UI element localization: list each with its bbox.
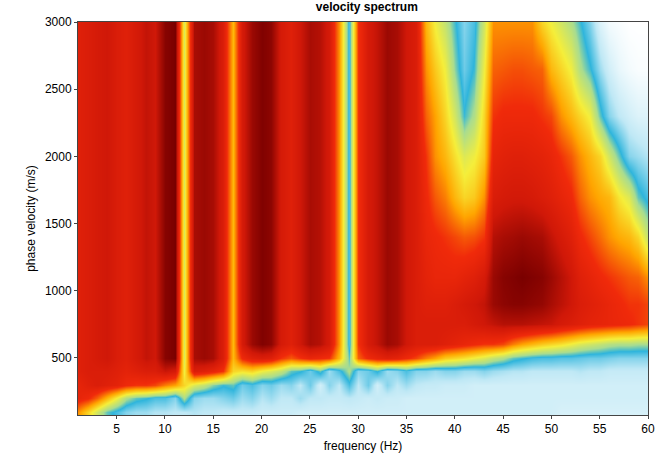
svg-text:1000: 1000	[45, 284, 72, 298]
svg-text:35: 35	[400, 422, 414, 436]
svg-text:1500: 1500	[45, 217, 72, 231]
svg-text:50: 50	[545, 422, 559, 436]
svg-text:velocity spectrum: velocity spectrum	[316, 0, 418, 14]
svg-text:frequency (Hz): frequency (Hz)	[324, 439, 403, 453]
svg-text:20: 20	[255, 422, 269, 436]
svg-text:45: 45	[496, 422, 510, 436]
svg-text:60: 60	[641, 422, 655, 436]
svg-text:2000: 2000	[45, 150, 72, 164]
svg-text:phase velocity (m/s): phase velocity (m/s)	[24, 165, 38, 272]
svg-text:25: 25	[303, 422, 317, 436]
svg-text:30: 30	[351, 422, 365, 436]
svg-text:40: 40	[448, 422, 462, 436]
svg-text:5: 5	[113, 422, 120, 436]
svg-text:15: 15	[207, 422, 221, 436]
svg-text:500: 500	[52, 351, 72, 365]
svg-text:3000: 3000	[45, 15, 72, 29]
svg-text:2500: 2500	[45, 82, 72, 96]
svg-text:10: 10	[158, 422, 172, 436]
svg-text:55: 55	[593, 422, 607, 436]
